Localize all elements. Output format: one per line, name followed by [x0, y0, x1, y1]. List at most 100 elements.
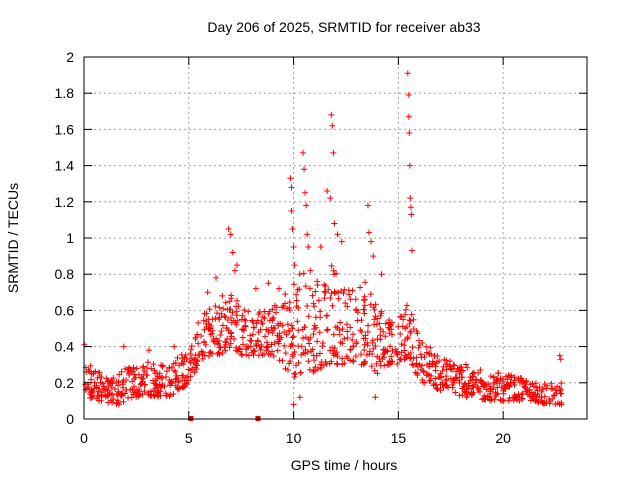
data-point — [322, 282, 329, 289]
data-point — [429, 358, 436, 365]
data-point — [113, 391, 120, 398]
data-point — [216, 304, 223, 311]
data-point — [409, 344, 416, 351]
data-point — [420, 367, 427, 374]
data-point — [327, 294, 334, 301]
data-point — [164, 368, 171, 375]
data-point — [347, 346, 354, 353]
data-point — [108, 384, 115, 391]
data-point — [171, 343, 178, 350]
data-point — [239, 312, 246, 319]
data-point — [199, 355, 206, 362]
data-point — [217, 332, 224, 339]
data-point — [372, 301, 379, 308]
data-point — [374, 315, 381, 322]
data-point — [228, 329, 235, 336]
data-point — [439, 381, 446, 388]
data-point — [188, 354, 195, 361]
data-point — [483, 386, 490, 393]
data-point — [192, 334, 199, 341]
data-point — [415, 337, 422, 344]
data-point — [448, 365, 455, 372]
x-tick-label: 15 — [391, 430, 407, 446]
data-point — [98, 397, 105, 404]
data-point — [243, 351, 250, 358]
data-point — [357, 327, 364, 334]
data-point — [196, 351, 203, 358]
data-point — [306, 285, 313, 292]
data-point — [385, 324, 392, 331]
data-point — [374, 370, 381, 377]
data-point — [333, 360, 340, 367]
data-point — [206, 349, 213, 356]
data-point — [173, 372, 180, 379]
data-point — [88, 376, 95, 383]
data-point — [270, 352, 277, 359]
data-point — [219, 350, 226, 357]
data-point — [120, 343, 127, 350]
data-point — [406, 130, 413, 137]
data-point — [224, 306, 231, 313]
data-point — [273, 304, 280, 311]
data-point — [408, 247, 415, 254]
data-point — [118, 368, 125, 375]
data-point — [169, 364, 176, 371]
y-tick-label: 1.6 — [55, 121, 75, 137]
data-point — [343, 353, 350, 360]
data-point — [371, 367, 378, 374]
data-point — [502, 385, 509, 392]
data-point — [373, 360, 380, 367]
data-point — [144, 372, 151, 379]
data-point — [547, 398, 554, 405]
data-point — [299, 335, 306, 342]
data-point — [213, 274, 220, 281]
data-point — [539, 386, 546, 393]
data-point — [187, 373, 194, 380]
data-point — [505, 372, 512, 379]
data-point — [398, 356, 405, 363]
data-point — [490, 374, 497, 381]
data-point — [469, 373, 476, 380]
data-point — [227, 314, 234, 321]
data-point — [145, 347, 152, 354]
data-point — [223, 325, 230, 332]
data-point — [245, 308, 252, 315]
data-point — [298, 343, 305, 350]
data-point — [401, 347, 408, 354]
y-tick-label: 2 — [66, 49, 74, 65]
data-point — [198, 348, 205, 355]
data-point — [427, 377, 434, 384]
data-point — [473, 377, 480, 384]
data-point — [333, 270, 340, 277]
data-point — [210, 336, 217, 343]
y-tick-label: 1 — [66, 230, 74, 246]
data-point — [378, 308, 385, 315]
data-point — [377, 326, 384, 333]
data-point — [157, 392, 164, 399]
data-point — [558, 390, 565, 397]
data-point — [263, 339, 270, 346]
y-tick-label: 0.4 — [55, 339, 75, 355]
data-point — [274, 347, 281, 354]
data-point — [309, 346, 316, 353]
data-point — [153, 382, 160, 389]
data-point — [140, 363, 147, 370]
data-point — [423, 343, 430, 350]
data-point — [279, 304, 286, 311]
data-point — [271, 339, 278, 346]
data-point — [329, 302, 336, 309]
data-point — [200, 317, 207, 324]
data-point — [394, 348, 401, 355]
data-point — [481, 392, 488, 399]
data-point — [434, 386, 441, 393]
data-point — [276, 357, 283, 364]
data-point — [242, 322, 249, 329]
data-point — [269, 348, 276, 355]
data-point — [305, 313, 312, 320]
data-point — [461, 388, 468, 395]
data-point — [519, 395, 526, 402]
data-point — [532, 397, 539, 404]
data-point — [458, 374, 465, 381]
data-point — [87, 394, 94, 401]
data-point — [296, 394, 303, 401]
